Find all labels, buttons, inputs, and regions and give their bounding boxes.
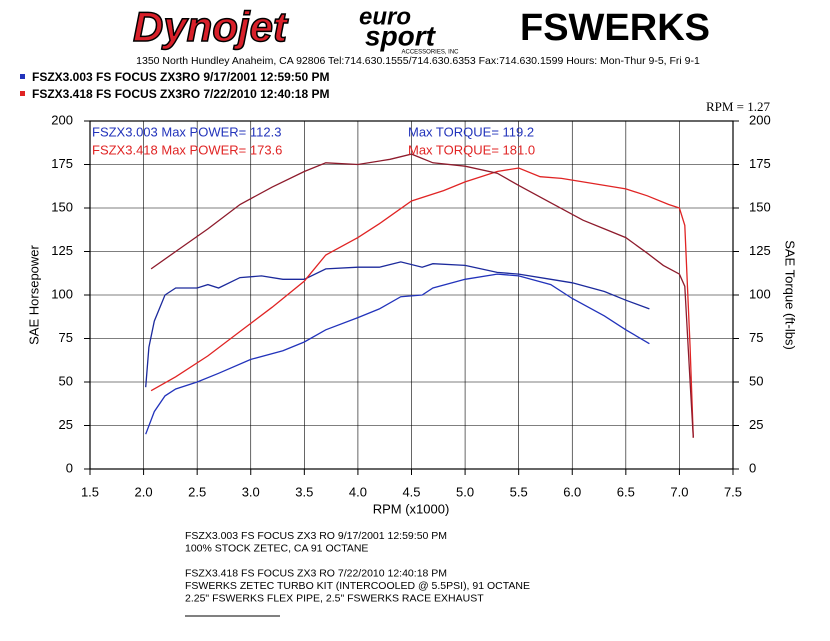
data-line [145,261,650,388]
brand-logo: Dynojet [133,3,289,50]
x-tick-label: 6.0 [563,484,581,499]
x-tick-label: 3.5 [295,484,313,499]
brand-logo: sport [365,20,437,51]
x-tick-label: 5.0 [456,484,474,499]
x-tick-label: 4.5 [402,484,420,499]
y2-tick-label: 25 [749,417,763,432]
address: 1350 North Hundley Anaheim, CA 92806 Tel… [136,55,700,67]
annotation: Max TORQUE= 181.0 [408,142,535,157]
x-tick-label: 7.5 [724,484,742,499]
legend-swatch [20,74,25,79]
annotation: Max TORQUE= 119.2 [408,124,534,139]
x-axis-label: RPM (x1000) [373,501,450,516]
data-line [145,273,650,435]
note: FSZX3.003 FS FOCUS ZX3 RO 9/17/2001 12:5… [185,530,447,542]
y2-axis-label: SAE Torque (ft-lbs) [783,240,798,350]
x-tick-label: 7.0 [670,484,688,499]
note: FSWERKS ZETEC TURBO KIT (INTERCOOLED @ 5… [185,580,530,592]
brand-logo: euro [359,3,411,30]
x-tick-label: 2.0 [135,484,153,499]
smoothing: RPM = 1.27 [706,99,771,114]
note: FSZX3.418 FS FOCUS ZX3 RO 7/22/2010 12:4… [185,567,447,579]
y-tick-label: 200 [51,112,73,127]
y2-tick-label: 200 [749,112,771,127]
y2-tick-label: 50 [749,373,763,388]
brand-logo: ACCESSORIES, INC [401,50,459,56]
note: 2.25" FSWERKS FLEX PIPE, 2.5" FSWERKS RA… [185,592,484,604]
data-line [150,167,694,438]
y-tick-label: 75 [59,330,73,345]
annotation: FSZX3.418 Max POWER= 173.6 [92,142,282,157]
y-tick-label: 25 [59,417,73,432]
x-tick-label: 4.0 [349,484,367,499]
y-tick-label: 175 [51,156,73,171]
y-tick-label: 50 [59,373,73,388]
x-tick-label: 1.5 [81,484,99,499]
annotation: FSZX3.003 Max POWER= 112.3 [92,124,281,139]
brand-logo: FSWERKS [520,7,710,49]
x-tick-label: 3.0 [242,484,260,499]
note: 100% STOCK ZETEC, CA 91 OCTANE [185,542,368,554]
legend-swatch [20,91,25,96]
y-tick-label: 125 [51,243,73,258]
y2-tick-label: 75 [749,330,763,345]
y2-tick-label: 150 [749,199,771,214]
y-tick-label: 0 [66,460,73,475]
y2-tick-label: 0 [749,460,756,475]
legend-entry: FSZX3.003 FS FOCUS ZX3RO 9/17/2001 12:59… [32,70,329,84]
y-axis-label: SAE Horsepower [26,244,41,344]
y-tick-label: 150 [51,199,73,214]
y-tick-label: 100 [51,286,73,301]
data-line [150,153,694,438]
x-tick-label: 6.5 [617,484,635,499]
plot-frame [89,120,734,470]
y2-tick-label: 125 [749,243,771,258]
y2-tick-label: 175 [749,156,771,171]
x-tick-label: 2.5 [188,484,206,499]
x-tick-label: 5.5 [510,484,528,499]
legend-entry: FSZX3.418 FS FOCUS ZX3RO 7/22/2010 12:40… [32,87,329,101]
y2-tick-label: 100 [749,286,771,301]
